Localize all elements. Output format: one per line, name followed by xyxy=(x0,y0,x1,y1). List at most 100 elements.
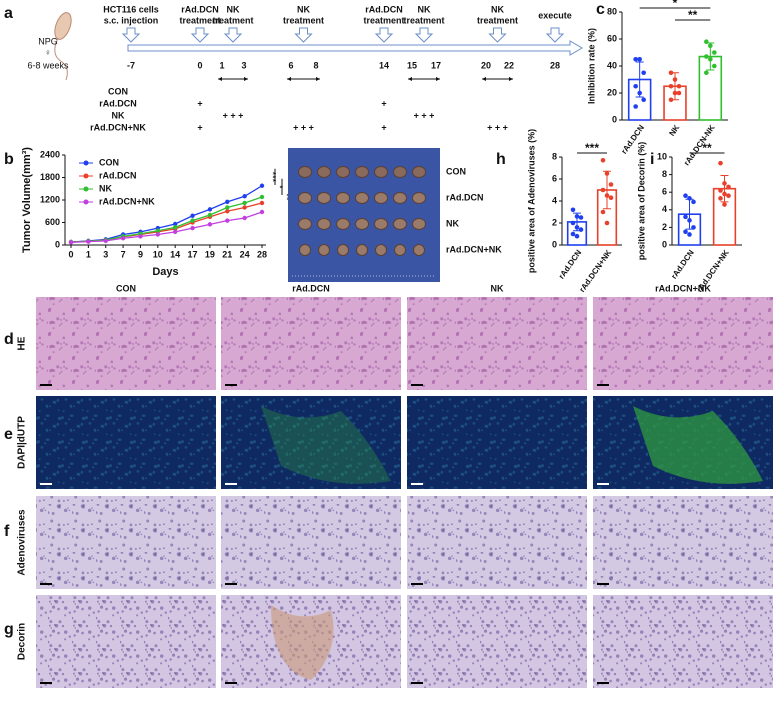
green-signal xyxy=(261,406,391,484)
event-arrow xyxy=(223,27,243,43)
group-mark: + xyxy=(381,122,386,132)
data-point xyxy=(190,218,195,223)
event-day: 6 xyxy=(288,60,293,70)
event-label: NK xyxy=(297,4,310,14)
data-point xyxy=(225,205,230,210)
tumor xyxy=(393,192,407,204)
x-tick-label: 19 xyxy=(205,249,215,259)
tumor xyxy=(317,166,331,178)
event-day: 20 xyxy=(481,60,491,70)
row-label: HE xyxy=(17,336,28,350)
event-label: HCT116 cells xyxy=(103,4,159,14)
data-point xyxy=(633,56,638,62)
event-label: execute xyxy=(538,10,572,20)
legend-label: CON xyxy=(99,157,119,167)
data-point xyxy=(68,240,74,245)
histology-image xyxy=(36,595,216,688)
y-tick-label: 600 xyxy=(45,217,60,227)
data-point xyxy=(604,220,610,226)
data-point xyxy=(155,232,161,237)
group-name: NK xyxy=(112,110,125,120)
tumor xyxy=(337,244,349,256)
data-point xyxy=(604,171,610,176)
data-point xyxy=(712,50,717,55)
tumor xyxy=(336,218,350,230)
data-point xyxy=(172,225,178,230)
event-label: treatment xyxy=(403,15,444,25)
data-point xyxy=(687,196,692,201)
histology-image xyxy=(407,595,587,688)
data-point xyxy=(672,90,678,96)
tumor xyxy=(356,244,368,256)
significance-label: ** xyxy=(702,141,712,155)
error-bar xyxy=(720,174,729,203)
significance-label: *** xyxy=(268,172,278,183)
x-tick-label: rAd.DCN+NK xyxy=(578,248,614,294)
y-tick-label: 1200 xyxy=(40,194,60,204)
panel-label: b xyxy=(4,151,14,168)
event-label: treatment xyxy=(283,15,324,25)
event-label: s.c. injection xyxy=(104,15,159,25)
data-point xyxy=(712,63,717,69)
event-label: treatment xyxy=(363,15,404,25)
data-point xyxy=(259,194,265,200)
significance-label: ** xyxy=(688,8,698,22)
data-point xyxy=(722,202,727,207)
x-tick-label: 24 xyxy=(240,249,250,259)
histology-image xyxy=(593,297,773,390)
data-point xyxy=(242,200,247,206)
mouse-tail xyxy=(54,37,68,81)
mouse-strain: NPG xyxy=(38,36,58,46)
x-tick-label: rAd.DCN xyxy=(669,248,696,281)
y-tick-label: 4 xyxy=(552,195,557,205)
y-tick-label: 4 xyxy=(662,204,667,214)
data-point xyxy=(687,232,692,237)
data-point xyxy=(574,225,580,230)
data-point xyxy=(676,83,682,89)
data-point xyxy=(600,209,606,215)
x-axis-label: Days xyxy=(152,266,178,278)
mouse-age: 6-8 weeks xyxy=(27,60,69,70)
data-point xyxy=(242,215,247,221)
tumor xyxy=(412,192,426,204)
group-name: rAd.DCN xyxy=(99,98,137,108)
data-point xyxy=(242,205,247,210)
x-tick-label: rAd.DCN xyxy=(557,248,584,281)
data-point xyxy=(726,193,731,199)
legend-label: rAd.DCN xyxy=(99,170,137,180)
event-label: NK xyxy=(227,4,240,14)
x-tick-label: NK xyxy=(667,123,681,138)
series-line xyxy=(70,185,263,243)
y-tick-label: 2 xyxy=(552,217,557,227)
data-point xyxy=(570,220,576,226)
legend-label: NK xyxy=(99,183,112,193)
data-point xyxy=(207,222,213,227)
histology-image xyxy=(36,297,216,390)
event-label: treatment xyxy=(477,15,518,25)
tumor-label: NK xyxy=(446,218,459,228)
significance-label: ** xyxy=(282,193,292,201)
event-day: 15 xyxy=(407,60,417,70)
x-tick-label: 0 xyxy=(68,249,73,259)
tumor xyxy=(412,218,426,230)
tumor-label: CON xyxy=(446,166,466,176)
data-point xyxy=(668,83,674,89)
x-tick-label: 21 xyxy=(222,249,232,259)
event-arrow xyxy=(414,27,434,43)
data-point xyxy=(718,196,723,201)
data-point xyxy=(722,181,727,186)
y-tick-label: 8 xyxy=(552,151,557,161)
y-tick-label: 80 xyxy=(607,6,617,16)
data-point xyxy=(722,191,727,197)
data-point xyxy=(138,234,143,239)
data-point xyxy=(704,70,709,76)
x-tick-label: 10 xyxy=(153,249,163,259)
y-tick-label: 6 xyxy=(662,187,667,197)
group-mark: + + + xyxy=(414,110,435,120)
data-point xyxy=(120,236,126,241)
data-point xyxy=(641,70,646,76)
data-point xyxy=(86,239,91,244)
tumor xyxy=(355,166,369,178)
y-tick-label: 1800 xyxy=(40,172,60,182)
event-day: 8 xyxy=(313,60,318,70)
